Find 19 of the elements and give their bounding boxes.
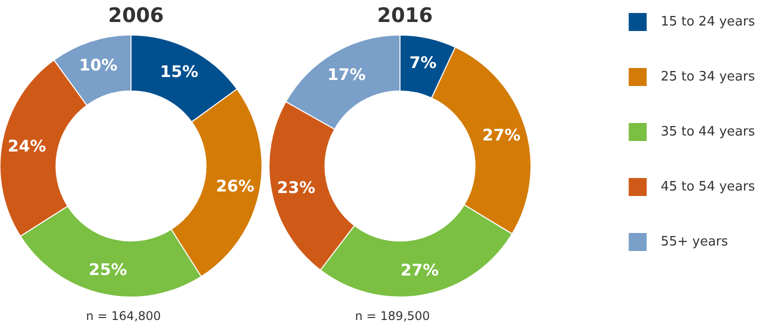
legend-label: 15 to 24 years — [660, 14, 756, 30]
data-label: 25% — [88, 260, 128, 279]
data-label: 27% — [400, 260, 439, 280]
data-label: 27% — [482, 126, 521, 145]
legend-label: 25 to 34 years — [660, 70, 756, 84]
data-label: 17% — [327, 64, 366, 84]
data-label: 26% — [216, 176, 254, 196]
legend-label: 35 to 44 years — [660, 124, 756, 140]
data-label: 15% — [160, 62, 198, 82]
legend-label: 55+ years — [660, 234, 728, 250]
data-label: 10% — [79, 56, 118, 75]
data-label: 24% — [8, 136, 46, 156]
chart-title: 2016 — [377, 3, 433, 27]
chart-title: 2006 — [108, 3, 164, 27]
data-label: 23% — [277, 178, 316, 197]
text: n = 164,800 — [86, 309, 161, 323]
data-label: 7% — [409, 53, 436, 72]
text: n = 189,500 — [355, 309, 430, 323]
legend-label: 45 to 54 years — [660, 180, 756, 194]
